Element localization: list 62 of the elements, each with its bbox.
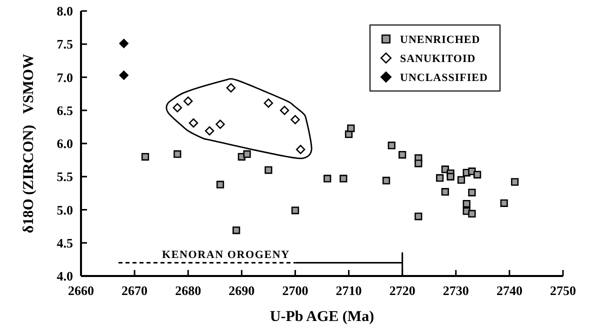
- x-tick-label: 2720: [389, 283, 416, 298]
- x-tick-label: 2750: [550, 283, 576, 298]
- point: [264, 166, 272, 174]
- point: [474, 170, 482, 178]
- point: [119, 38, 128, 48]
- point: [500, 199, 508, 207]
- point: [141, 152, 150, 161]
- x-tick-label: 2710: [336, 283, 362, 298]
- y-tick-label: 7.0: [56, 70, 73, 85]
- point: [414, 212, 422, 220]
- y-tick-label: 4.0: [56, 268, 73, 284]
- legend-label: SANUKITOID: [400, 53, 476, 65]
- annotation: KENORAN OROGENY: [162, 248, 290, 261]
- y-tick-label: 5.0: [56, 202, 73, 218]
- point: [216, 120, 225, 129]
- y-tick-label: 6.0: [56, 136, 73, 151]
- point: [398, 150, 406, 159]
- point: [414, 160, 422, 168]
- point: [468, 188, 476, 196]
- point: [226, 83, 236, 92]
- point: [347, 124, 355, 132]
- point: [174, 150, 182, 158]
- point: [119, 70, 128, 80]
- y-tick-label: 7.5: [56, 36, 74, 52]
- x-tick-label: 2700: [282, 283, 308, 298]
- x-tick-label: 2690: [228, 283, 255, 298]
- point: [188, 118, 198, 128]
- x-tick-label: 2730: [442, 283, 469, 298]
- point: [382, 176, 390, 184]
- point: [324, 174, 332, 182]
- point: [232, 226, 240, 234]
- point: [462, 200, 470, 208]
- y-tick-label: 4.5: [56, 235, 74, 250]
- point: [184, 96, 193, 106]
- point: [388, 142, 396, 150]
- point: [280, 106, 290, 115]
- point: [340, 174, 348, 182]
- x-tick-label: 2680: [175, 283, 202, 298]
- x-tick-label: 2660: [68, 283, 94, 298]
- x-axis-title: U-Pb AGE (Ma): [270, 309, 374, 325]
- y-tick-label: 6.5: [56, 102, 74, 118]
- point: [510, 178, 519, 186]
- point: [216, 180, 224, 188]
- point: [457, 176, 466, 184]
- point: [446, 172, 454, 180]
- legend-label: UNENRICHED: [400, 34, 480, 46]
- x-tick-label: 2670: [122, 283, 148, 298]
- point: [204, 126, 214, 136]
- point: [468, 210, 476, 218]
- point: [291, 206, 300, 214]
- point: [290, 115, 300, 124]
- point: [172, 103, 182, 112]
- point: [264, 98, 274, 108]
- y-tick-label: 5.5: [56, 169, 74, 184]
- x-tick-label: 2740: [496, 283, 522, 298]
- point: [243, 150, 251, 158]
- legend-label: UNCLASSIFIED: [400, 72, 488, 84]
- y-axis-title: δ18O (ZIRCON) VSMOW: [21, 54, 37, 234]
- point: [436, 174, 444, 182]
- y-tick-label: 8.0: [56, 4, 73, 18]
- point: [441, 188, 449, 196]
- point: [296, 144, 306, 154]
